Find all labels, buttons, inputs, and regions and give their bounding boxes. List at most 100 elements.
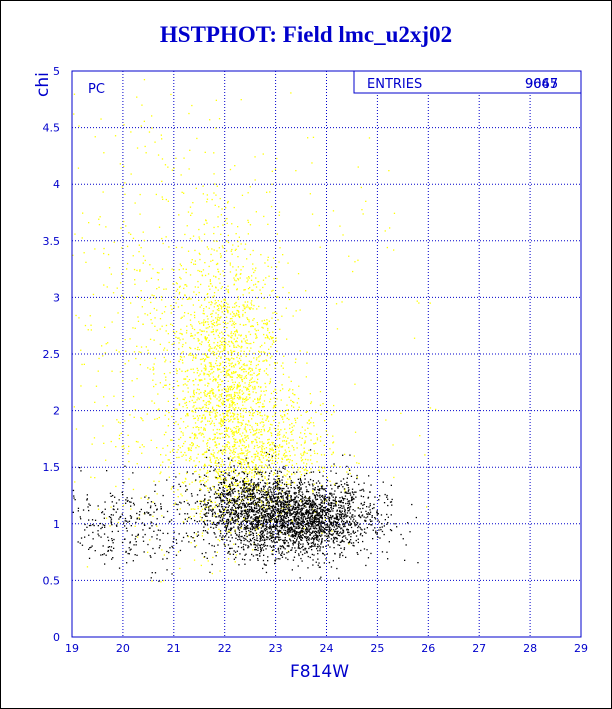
- data-point: [209, 414, 211, 416]
- data-point: [181, 345, 184, 348]
- data-point: [205, 424, 207, 426]
- data-point: [219, 323, 221, 325]
- data-point: [224, 330, 226, 332]
- data-point: [291, 534, 293, 537]
- data-point: [278, 550, 280, 552]
- data-point: [272, 449, 274, 452]
- data-point: [214, 396, 216, 398]
- data-point: [220, 308, 223, 310]
- data-point: [257, 411, 259, 413]
- data-point: [306, 422, 308, 424]
- data-point: [160, 464, 162, 466]
- data-point: [216, 309, 219, 311]
- data-point: [132, 395, 135, 398]
- data-point: [275, 558, 277, 560]
- data-point: [189, 396, 192, 398]
- data-point: [249, 385, 252, 387]
- data-point: [241, 366, 243, 368]
- data-point: [263, 215, 265, 218]
- data-point: [245, 423, 247, 425]
- data-point: [271, 290, 273, 292]
- data-point: [179, 567, 181, 570]
- data-point: [110, 520, 112, 522]
- data-point: [218, 487, 221, 489]
- data-point: [231, 389, 233, 391]
- data-point: [244, 368, 246, 371]
- data-point: [147, 551, 149, 553]
- data-point: [259, 441, 261, 443]
- data-point: [309, 504, 311, 506]
- data-point: [224, 452, 226, 454]
- data-point: [209, 458, 212, 460]
- data-point: [274, 414, 276, 416]
- data-point: [204, 321, 206, 324]
- data-point: [116, 287, 118, 289]
- data-point: [173, 422, 176, 425]
- data-point: [233, 520, 235, 522]
- data-point: [285, 540, 288, 542]
- data-point: [204, 494, 206, 496]
- data-point: [231, 547, 233, 549]
- data-point: [252, 518, 254, 520]
- data-point: [209, 456, 211, 458]
- data-point: [255, 330, 257, 332]
- data-point: [237, 526, 239, 528]
- data-point: [424, 454, 426, 456]
- data-point: [217, 270, 220, 273]
- data-point: [213, 469, 215, 472]
- data-point: [268, 466, 271, 468]
- data-point: [282, 539, 284, 542]
- data-point: [189, 274, 192, 276]
- data-point: [292, 505, 295, 508]
- data-point: [305, 411, 307, 413]
- data-point: [253, 459, 255, 461]
- data-point: [315, 561, 317, 563]
- data-point: [220, 395, 223, 398]
- data-point: [308, 537, 310, 539]
- data-point: [203, 556, 206, 558]
- data-point: [235, 248, 237, 250]
- data-point: [243, 473, 246, 475]
- data-point: [207, 512, 210, 514]
- data-point: [226, 309, 229, 312]
- data-point: [168, 341, 170, 344]
- data-point: [160, 503, 162, 505]
- data-point: [287, 495, 289, 497]
- data-point: [262, 490, 264, 493]
- data-point: [256, 554, 259, 556]
- data-point: [178, 513, 181, 515]
- data-point: [258, 370, 261, 372]
- data-point: [288, 450, 291, 452]
- data-point: [97, 533, 99, 535]
- data-point: [322, 470, 325, 472]
- data-point: [316, 518, 318, 520]
- data-point: [243, 368, 245, 370]
- data-point: [258, 429, 260, 431]
- data-point: [319, 550, 321, 552]
- data-point: [267, 453, 269, 455]
- data-point: [192, 380, 195, 382]
- data-point: [237, 465, 239, 467]
- data-point: [281, 479, 283, 481]
- data-point: [162, 242, 164, 245]
- data-point: [218, 304, 221, 306]
- data-point: [196, 399, 198, 401]
- data-point: [209, 350, 211, 352]
- data-point: [188, 298, 190, 300]
- data-point: [255, 453, 257, 455]
- data-point: [309, 432, 311, 435]
- data-point: [330, 522, 332, 524]
- data-point: [218, 433, 221, 435]
- data-point: [228, 469, 230, 471]
- data-point: [240, 408, 243, 410]
- data-point: [182, 434, 184, 436]
- data-point: [253, 284, 255, 286]
- data-point: [209, 392, 211, 394]
- data-point: [221, 432, 223, 435]
- data-point: [250, 489, 252, 491]
- data-point: [173, 269, 175, 271]
- data-point: [283, 505, 285, 507]
- data-point: [239, 463, 241, 465]
- data-point: [324, 535, 326, 537]
- data-point: [276, 398, 278, 400]
